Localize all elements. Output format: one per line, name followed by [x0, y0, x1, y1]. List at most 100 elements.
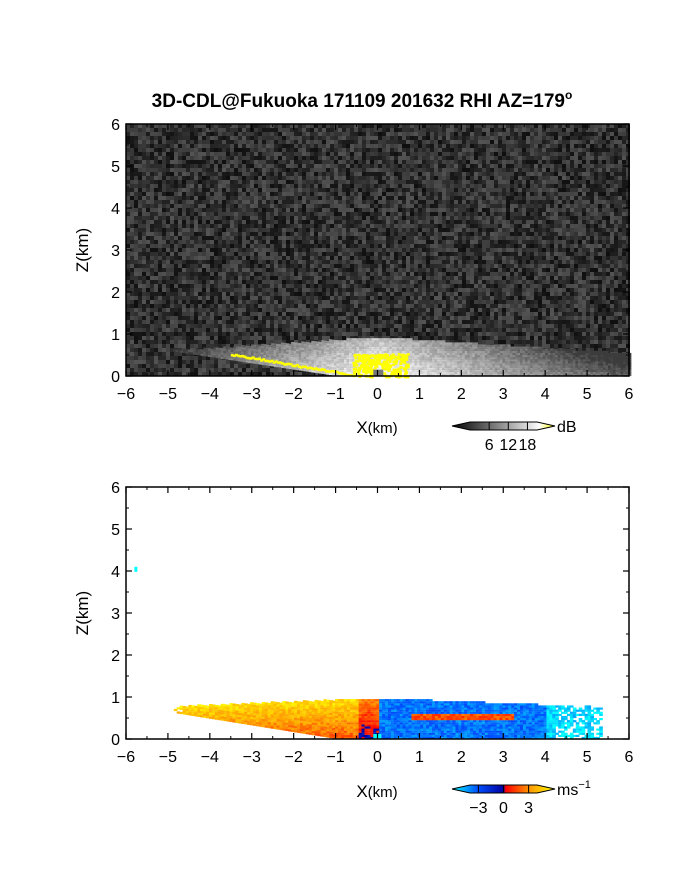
noise-cell: [390, 256, 394, 260]
noise-cell: [586, 144, 590, 148]
noise-cell: [134, 184, 138, 188]
noise-cell: [186, 212, 190, 216]
noise-cell: [214, 172, 218, 176]
noise-cell: [222, 180, 226, 184]
noise-cell: [174, 224, 178, 228]
noise-cell: [338, 144, 342, 148]
noise-cell: [174, 200, 178, 204]
noise-cell: [562, 172, 566, 176]
noise-cell: [614, 184, 618, 188]
noise-cell: [530, 272, 534, 276]
noise-cell: [458, 124, 462, 128]
noise-cell: [454, 188, 458, 192]
noise-cell: [138, 216, 142, 220]
noise-cell: [478, 228, 482, 232]
noise-cell: [614, 156, 618, 160]
noise-cell: [390, 260, 394, 264]
noise-cell: [438, 132, 442, 136]
noise-cell: [218, 256, 222, 260]
noise-cell: [322, 144, 326, 148]
noise-cell: [206, 152, 210, 156]
noise-cell: [154, 240, 158, 244]
noise-cell: [246, 148, 250, 152]
noise-cell: [614, 276, 618, 280]
noise-cell: [126, 272, 130, 276]
noise-cell: [382, 204, 386, 208]
noise-cell: [354, 236, 358, 240]
noise-cell: [570, 136, 574, 140]
noise-cell: [402, 216, 406, 220]
noise-cell: [178, 216, 182, 220]
noise-cell: [330, 180, 334, 184]
noise-cell: [322, 152, 326, 156]
noise-cell: [142, 164, 146, 168]
noise-cell: [530, 148, 534, 152]
noise-cell: [374, 132, 378, 136]
noise-cell: [194, 220, 198, 224]
noise-cell: [590, 160, 594, 164]
noise-cell: [434, 124, 438, 128]
noise-cell: [498, 208, 502, 212]
noise-cell: [218, 280, 222, 284]
noise-cell: [178, 180, 182, 184]
noise-cell: [182, 224, 186, 228]
noise-cell: [498, 204, 502, 208]
noise-cell: [390, 160, 394, 164]
noise-cell: [310, 240, 314, 244]
noise-cell: [610, 248, 614, 252]
noise-cell: [250, 172, 254, 176]
noise-cell: [330, 236, 334, 240]
noise-cell: [306, 196, 310, 200]
noise-cell: [226, 192, 230, 196]
noise-cell: [522, 156, 526, 160]
noise-cell: [626, 192, 630, 196]
noise-cell: [546, 208, 550, 212]
noise-cell: [246, 280, 250, 284]
noise-cell: [466, 188, 470, 192]
noise-cell: [554, 260, 558, 264]
noise-cell: [402, 208, 406, 212]
noise-cell: [606, 248, 610, 252]
noise-cell: [342, 276, 346, 280]
noise-cell: [470, 248, 474, 252]
noise-cell: [494, 228, 498, 232]
noise-cell: [494, 172, 498, 176]
noise-cell: [142, 148, 146, 152]
noise-cell: [238, 208, 242, 212]
noise-cell: [274, 252, 278, 256]
noise-cell: [170, 252, 174, 256]
noise-cell: [454, 192, 458, 196]
noise-cell: [454, 144, 458, 148]
noise-cell: [418, 244, 422, 248]
noise-cell: [398, 212, 402, 216]
noise-cell: [234, 200, 238, 204]
noise-cell: [586, 204, 590, 208]
noise-cell: [550, 248, 554, 252]
noise-cell: [442, 172, 446, 176]
noise-cell: [486, 248, 490, 252]
noise-cell: [158, 212, 162, 216]
noise-cell: [578, 260, 582, 264]
noise-cell: [226, 272, 230, 276]
noise-cell: [254, 272, 258, 276]
noise-cell: [322, 232, 326, 236]
noise-cell: [130, 132, 134, 136]
noise-cell: [134, 224, 138, 228]
noise-cell: [614, 240, 618, 244]
noise-cell: [550, 160, 554, 164]
noise-cell: [566, 196, 570, 200]
noise-cell: [566, 264, 570, 268]
noise-cell: [498, 132, 502, 136]
noise-cell: [150, 124, 154, 128]
noise-cell: [462, 276, 466, 280]
noise-cell: [154, 180, 158, 184]
noise-cell: [594, 220, 598, 224]
noise-cell: [210, 216, 214, 220]
noise-cell: [286, 164, 290, 168]
noise-cell: [438, 172, 442, 176]
noise-cell: [246, 152, 250, 156]
noise-cell: [390, 140, 394, 144]
noise-cell: [402, 256, 406, 260]
noise-cell: [218, 244, 222, 248]
noise-cell: [270, 272, 274, 276]
